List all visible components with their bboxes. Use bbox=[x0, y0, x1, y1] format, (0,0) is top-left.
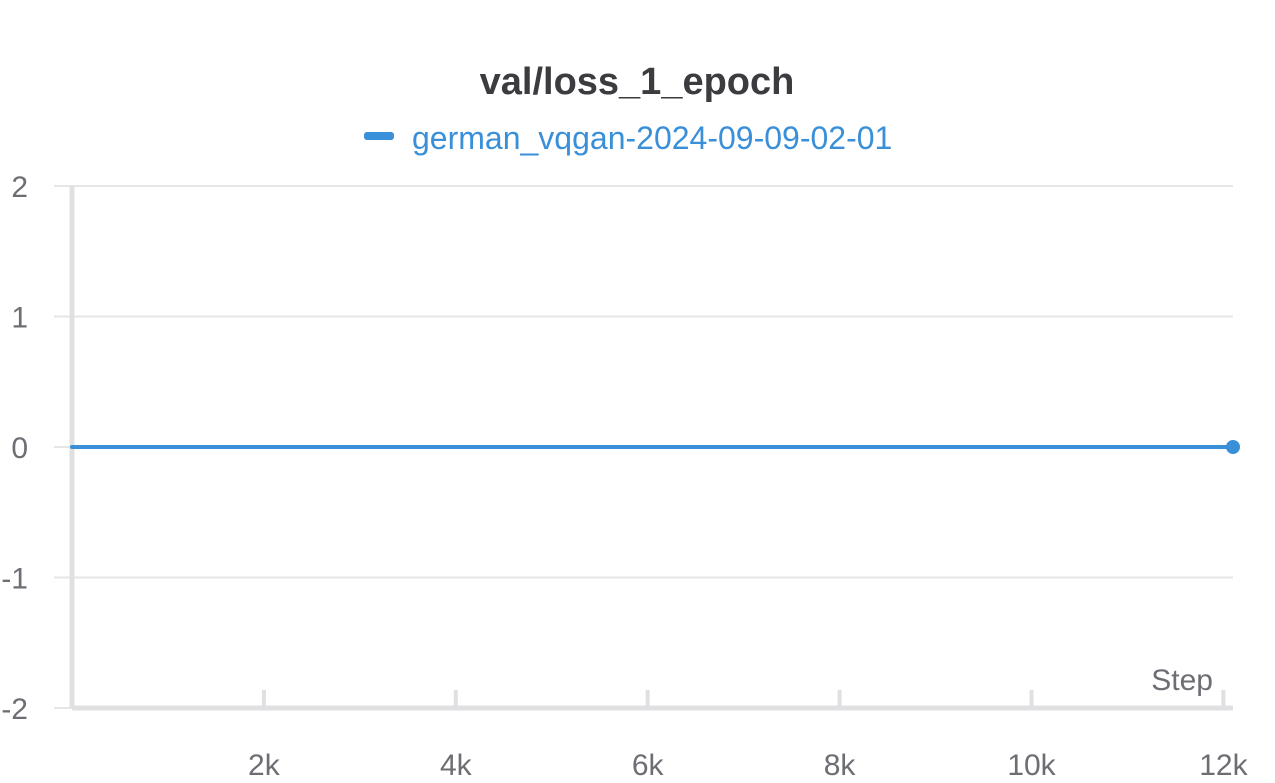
y-tick-label: 1 bbox=[11, 302, 28, 335]
x-tick-label: 12k bbox=[1199, 749, 1248, 782]
x-axis-label: Step bbox=[1151, 664, 1213, 697]
y-tick-label: -1 bbox=[1, 563, 28, 596]
y-axis-ticks: 2 1 0 -1 -2 bbox=[1, 171, 28, 726]
x-tick-label: 10k bbox=[1007, 749, 1056, 782]
series-end-point[interactable] bbox=[1226, 440, 1240, 454]
legend-series-label[interactable]: german_vqgan-2024-09-09-02-01 bbox=[412, 120, 892, 156]
y-tick-label: 0 bbox=[11, 432, 28, 465]
y-tick-label: -2 bbox=[1, 693, 28, 726]
x-tick-label: 2k bbox=[248, 749, 281, 782]
legend-swatch bbox=[364, 132, 394, 140]
x-axis-ticks: 2k 4k 6k 8k 10k 12k bbox=[248, 690, 1249, 782]
series-layer[interactable] bbox=[70, 440, 1240, 454]
x-tick-label: 8k bbox=[824, 749, 857, 782]
legend[interactable]: german_vqgan-2024-09-09-02-01 bbox=[364, 120, 892, 156]
x-tick-label: 4k bbox=[440, 749, 473, 782]
chart-title: val/loss_1_epoch bbox=[480, 61, 795, 103]
y-tick-label: 2 bbox=[11, 171, 28, 204]
x-tick-label: 6k bbox=[632, 749, 665, 782]
